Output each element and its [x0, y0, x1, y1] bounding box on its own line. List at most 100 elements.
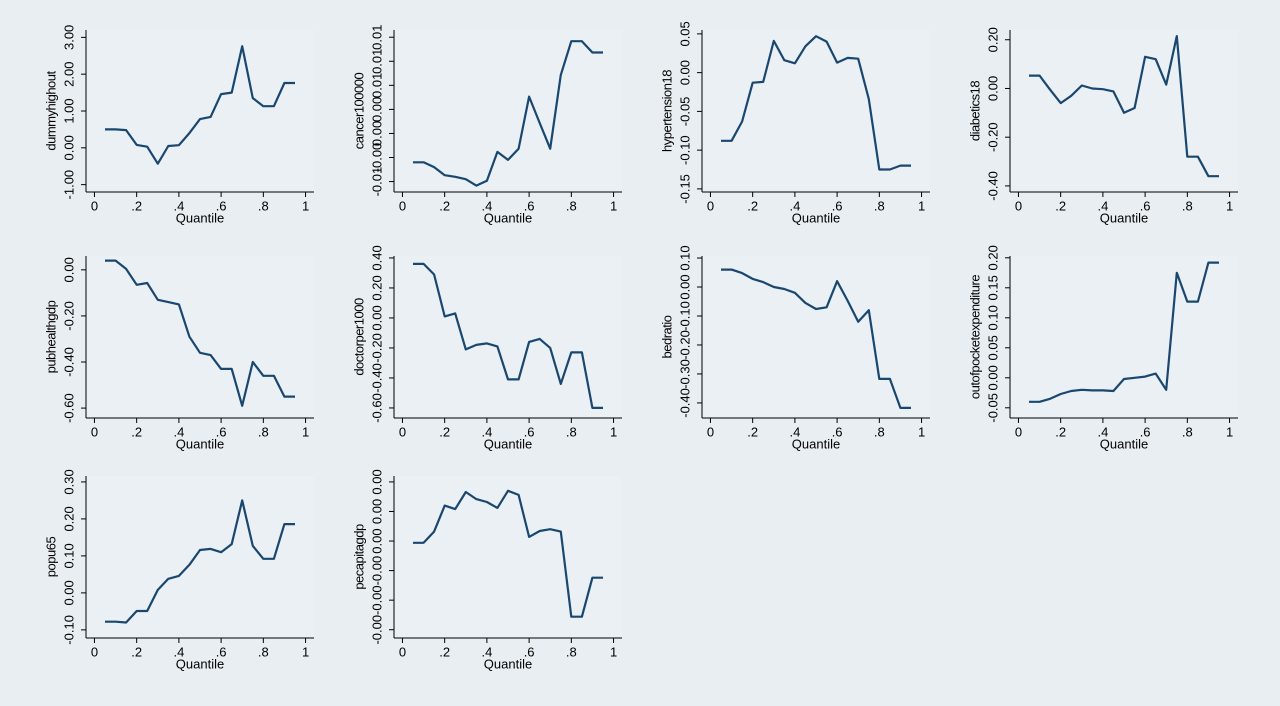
panel: -0.40 -0.20 0.00 0.20 0 .2 .4 .6 .8 1 Quantile diab…	[967, 27, 1238, 225]
plot-region	[86, 30, 314, 192]
y-tick-label: -0.05	[677, 97, 692, 127]
x-tick-label: .8	[1182, 198, 1193, 213]
x-tick-label: .8	[566, 424, 577, 439]
x-tick-label: 0	[399, 644, 406, 659]
y-axis-title: doctorper1000	[351, 298, 366, 376]
line-series	[721, 35, 911, 171]
y-axis-title: popu65	[43, 537, 58, 578]
y-tick-label: -0.40	[61, 347, 76, 377]
x-tick-label: 1	[610, 198, 617, 213]
x-tick-label: .6	[832, 198, 843, 213]
plot-region	[394, 30, 622, 192]
y-tick-label: 0.10	[677, 245, 692, 270]
x-tick-label: 0	[707, 424, 714, 439]
y-tick-label: 0.00	[369, 469, 384, 494]
y-tick-label: 1.00	[61, 98, 76, 123]
panel: -0.60-0.40-0.20 0.00 0.20 0.40 0 .2 .4 .6 .8 1 Qua…	[351, 245, 622, 451]
y-tick-label: 0.20	[985, 27, 1000, 52]
x-tick-label: .6	[1140, 198, 1151, 213]
y-tick-label: 0.15	[985, 275, 1000, 300]
y-tick-label: 0.01	[369, 73, 384, 98]
x-tick-label: 0	[399, 424, 406, 439]
y-tick-label: -0.00	[369, 585, 384, 615]
x-tick-label: 1	[610, 644, 617, 659]
x-tick-label: 1	[302, 644, 309, 659]
x-tick-label: .2	[131, 644, 142, 659]
x-tick-label: .6	[216, 424, 227, 439]
x-tick-label: .4	[173, 644, 184, 659]
x-tick-label: 0	[399, 198, 406, 213]
y-tick-label: 0.00	[985, 76, 1000, 101]
line-series	[721, 268, 911, 409]
x-tick-label: 1	[610, 424, 617, 439]
y-tick-label: 0.01	[369, 49, 384, 74]
x-tick-label: 1	[1226, 198, 1233, 213]
panel: -1.00 0.00 1.00 2.00 3.00 0 .2 .4 .6 .8 1 Quantile d…	[43, 25, 314, 225]
x-axis-title: Quantile	[1100, 436, 1148, 451]
line-series	[413, 262, 603, 409]
x-tick-label: .4	[789, 424, 800, 439]
x-tick-label: .6	[524, 424, 535, 439]
line-series	[1029, 261, 1219, 403]
x-tick-label: .6	[216, 198, 227, 213]
x-tick-label: 0	[1015, 424, 1022, 439]
y-tick-label: -0.01	[369, 167, 384, 197]
y-tick-label: 0.40	[369, 245, 384, 270]
y-tick-label: -0.00	[369, 615, 384, 645]
x-axis-title: Quantile	[176, 656, 224, 671]
x-tick-label: .8	[258, 644, 269, 659]
x-tick-label: .2	[439, 644, 450, 659]
y-tick-label: -0.20	[61, 301, 76, 331]
x-axis-title: Quantile	[1100, 210, 1148, 225]
x-tick-label: .2	[439, 424, 450, 439]
panel: -0.01-0.000.000.000.010.010.010.2.4.6.8 1…	[351, 25, 622, 225]
y-tick-label: -0.20	[677, 330, 692, 360]
y-tick-label: -0.20	[369, 333, 384, 363]
x-tick-label: 1	[918, 198, 925, 213]
x-tick-label: 0	[91, 424, 98, 439]
line-series	[413, 489, 603, 618]
x-tick-label: 0	[707, 198, 714, 213]
y-tick-label: 0.20	[61, 506, 76, 531]
y-tick-label: -0.10	[677, 135, 692, 165]
x-tick-label: .8	[258, 198, 269, 213]
x-tick-label: .2	[747, 198, 758, 213]
plot-region	[702, 30, 930, 192]
x-axis-title: Quantile	[792, 210, 840, 225]
x-tick-label: .8	[874, 424, 885, 439]
y-tick-label: -0.40	[369, 363, 384, 393]
line-series	[413, 40, 603, 187]
x-tick-label: .6	[524, 198, 535, 213]
line-series	[105, 45, 295, 165]
y-tick-label: 0.00	[369, 97, 384, 122]
y-tick-label: 0.01	[369, 25, 384, 50]
y-axis-title: bedratio	[659, 315, 674, 358]
x-tick-label: 1	[918, 424, 925, 439]
y-tick-label: 0.00	[369, 528, 384, 553]
y-tick-label: -0.40	[677, 388, 692, 418]
x-tick-label: 1	[302, 198, 309, 213]
x-tick-label: 0	[91, 198, 98, 213]
panel: -0.00-0.00-0.000.000.000.000.2.4.6.8 1Qua…	[351, 469, 622, 671]
y-tick-label: -0.00	[369, 556, 384, 586]
x-tick-label: .2	[1055, 198, 1066, 213]
y-tick-label: 0.00	[985, 365, 1000, 390]
x-axis-title: Quantile	[484, 210, 532, 225]
y-axis-title: hypertension18	[659, 70, 674, 152]
x-tick-label: .2	[439, 198, 450, 213]
line-series	[105, 499, 295, 624]
x-axis-title: Quantile	[484, 436, 532, 451]
x-tick-label: .4	[173, 424, 184, 439]
y-tick-label: 0.30	[61, 469, 76, 494]
y-tick-label: 0.20	[985, 245, 1000, 270]
x-tick-label: .4	[1097, 198, 1108, 213]
x-tick-label: 1	[1226, 424, 1233, 439]
y-tick-label: 3.00	[61, 25, 76, 50]
y-tick-label: -0.20	[985, 122, 1000, 152]
x-tick-label: .8	[566, 644, 577, 659]
y-tick-label: -0.15	[677, 174, 692, 204]
x-tick-label: .6	[524, 644, 535, 659]
panel: -0.10 0.00 0.10 0.20 0.30 0 .2 .4 .6 .8 1 Quantile p…	[43, 469, 314, 671]
x-tick-label: .4	[481, 198, 492, 213]
